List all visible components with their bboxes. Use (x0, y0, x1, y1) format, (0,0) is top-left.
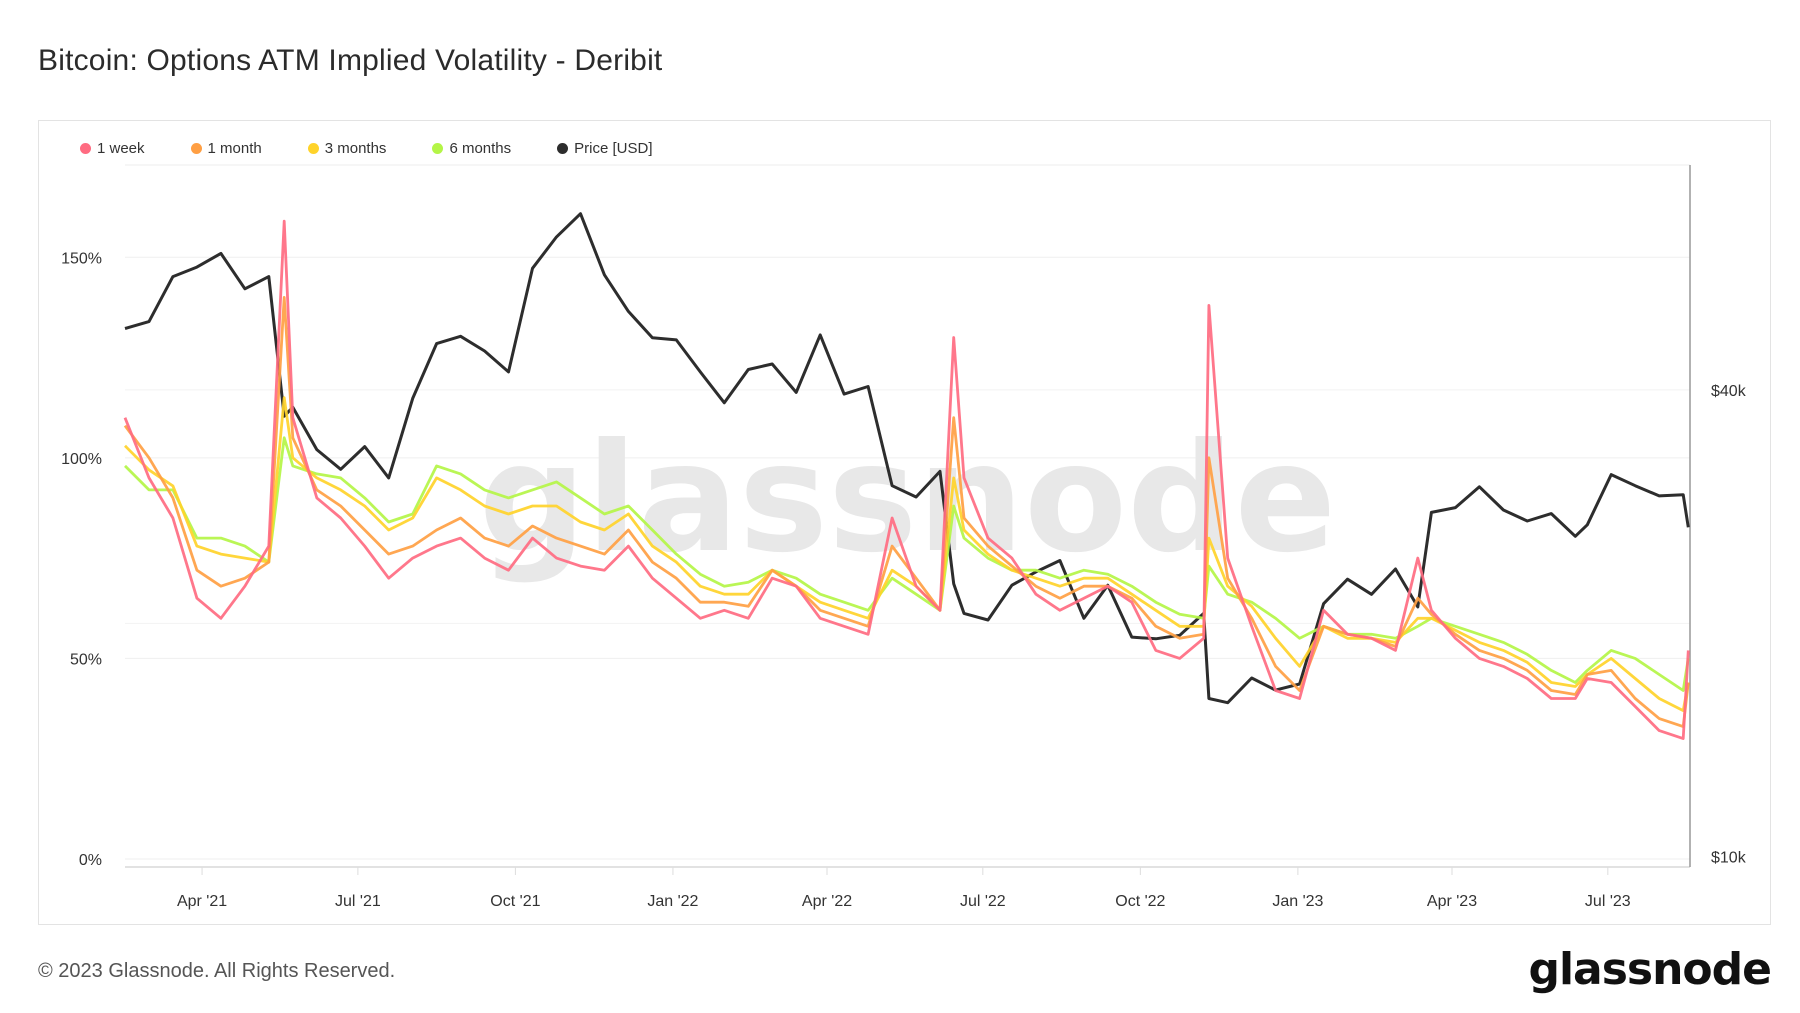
legend-item-price[interactable]: Price [USD] (557, 140, 653, 157)
x-tick-label: Apr '23 (1427, 893, 1477, 910)
y-right-tick-label: $40k (1711, 383, 1747, 400)
legend-item-1-month[interactable]: 1 month (190, 140, 262, 157)
legend-label: 3 months (324, 140, 387, 157)
y-left-tick-label: 100% (61, 451, 102, 468)
x-tick-label: Jan '23 (1272, 893, 1323, 910)
y-right-tick-label: $10k (1711, 850, 1747, 867)
legend-item-3-months[interactable]: 3 months (307, 140, 387, 157)
legend-item-1-week[interactable]: 1 week (80, 140, 145, 157)
legend-dot-icon (557, 143, 569, 154)
legend-label: 6 months (449, 140, 512, 157)
series-line-price-usd (124, 212, 1690, 705)
x-tick-label: Jan '22 (647, 893, 698, 910)
legend-dot-icon (80, 143, 91, 154)
x-tick-label: Jul '22 (960, 893, 1006, 910)
legend-item-6-months[interactable]: 6 months (432, 140, 511, 157)
watermark: glassnode (479, 412, 1337, 586)
y-left-tick-label: 150% (61, 250, 102, 267)
legend-label: 1 week (97, 140, 145, 157)
x-tick-label: Jul '21 (335, 893, 381, 910)
x-tick-label: Oct '22 (1115, 893, 1165, 910)
chart-title: Bitcoin: Options ATM Implied Volatility … (38, 44, 663, 77)
y-left-tick-label: 0% (79, 852, 102, 869)
x-tick-label: Jul '23 (1585, 893, 1631, 910)
x-tick-label: Apr '22 (802, 893, 852, 910)
y-left-tick-label: 50% (70, 651, 102, 668)
glassnode-logo: glassnode (1528, 944, 1772, 995)
legend-label: Price [USD] (574, 140, 653, 157)
x-tick-label: Apr '21 (177, 893, 227, 910)
series-line-1-week (123, 219, 1690, 740)
x-tick-label: Oct '21 (490, 893, 540, 910)
legend-label: 1 month (207, 140, 262, 157)
legend-dot-icon (432, 143, 444, 154)
legend-dot-icon (190, 143, 202, 154)
legend-dot-icon (307, 143, 319, 154)
legend: 1 week 1 month 3 months 6 months Price [… (80, 140, 699, 157)
copyright: © 2023 Glassnode. All Rights Reserved. (38, 960, 396, 982)
chart-container (38, 120, 1771, 925)
